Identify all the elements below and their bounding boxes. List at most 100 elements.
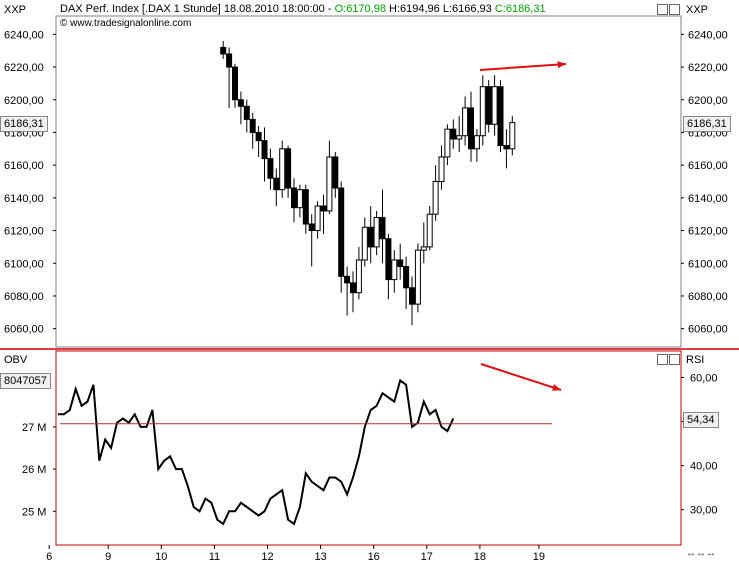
candle — [397, 243, 404, 280]
price-tick-label-left: 6220,00 — [4, 62, 44, 74]
candle — [291, 178, 297, 223]
candle-body — [355, 259, 362, 294]
candle-body — [273, 177, 280, 191]
obv-label: OBV — [4, 354, 28, 366]
restore-icon[interactable] — [657, 4, 668, 15]
candle-body — [385, 238, 392, 281]
x-axis-label: 9 — [105, 551, 111, 563]
candle-body — [509, 122, 516, 150]
arrow-shaft — [480, 363, 562, 391]
indicator-panel-window-buttons — [657, 354, 681, 365]
price-tick-label-left: 6120,00 — [4, 226, 44, 238]
close-icon[interactable] — [669, 4, 680, 15]
candle — [379, 189, 386, 264]
candle — [338, 181, 345, 293]
candle-body — [220, 46, 227, 55]
candle-body — [320, 205, 327, 212]
close-icon[interactable] — [669, 354, 680, 365]
obv-tick-label: 26 M — [22, 464, 46, 476]
rsi-tick-label: 40,00 — [690, 461, 718, 473]
candle — [497, 80, 504, 153]
price-tick-label-right: 6160,00 — [688, 160, 728, 172]
candle-body — [468, 107, 474, 150]
candle-body — [473, 135, 480, 150]
candle-body — [497, 86, 504, 147]
candle-body — [249, 118, 256, 133]
arrow-head — [552, 384, 561, 391]
candle-body — [344, 275, 351, 284]
candle — [285, 145, 292, 198]
scroll-nav-buttons[interactable]: ↔↔↔ — [686, 548, 716, 559]
price-tick-label-right: 6120,00 — [688, 226, 728, 238]
candle — [385, 233, 392, 300]
candle — [361, 217, 368, 267]
price-tick-label-right: 6060,00 — [688, 324, 728, 336]
candle — [267, 148, 274, 190]
candle — [326, 140, 333, 215]
price-tick-label-left: 6080,00 — [4, 291, 44, 303]
candle — [302, 184, 309, 234]
price-tick-label-right: 6100,00 — [688, 258, 728, 270]
watermark: © www.tradesignalonline.com — [60, 18, 191, 29]
watermark-text: © www.tradesignalonline.com — [60, 18, 192, 29]
candle-body — [450, 128, 457, 140]
candle-body — [432, 181, 439, 215]
candle — [491, 75, 498, 136]
price-tick-label-right: 6140,00 — [688, 193, 728, 205]
price-tick-label-right: 6240,00 — [688, 29, 728, 41]
candle — [255, 125, 262, 157]
x-axis-label: 12 — [261, 551, 273, 563]
price-tick-label-left: 6240,00 — [4, 29, 44, 41]
candle — [468, 91, 474, 162]
price-tick-label-left: 6100,00 — [4, 258, 44, 270]
candle-body — [279, 148, 286, 191]
rsi-last-box: 54,34 — [683, 412, 719, 428]
candle-body — [308, 223, 315, 232]
candle-body — [391, 259, 398, 281]
price-trend-arrow — [479, 61, 567, 71]
candle — [273, 168, 280, 207]
candle — [332, 152, 339, 198]
obv-trend-arrow — [480, 363, 562, 391]
candle — [503, 129, 510, 169]
obv-tick-label: 27 M — [22, 422, 46, 434]
candle — [220, 40, 227, 59]
candle — [420, 222, 427, 264]
candle-body — [373, 216, 380, 248]
candle — [426, 206, 433, 251]
candle-body — [267, 158, 274, 179]
restore-icon[interactable] — [657, 354, 668, 365]
candle — [373, 210, 380, 256]
obv-line — [58, 378, 455, 526]
candle-body — [291, 187, 297, 209]
x-axis-label: 6 — [46, 551, 52, 563]
left-symbol-label: XXP — [4, 4, 27, 16]
price-tick-label-left: 6140,00 — [4, 193, 44, 205]
candle-body — [255, 131, 262, 142]
candle-body — [261, 140, 268, 160]
chart-title: DAX Perf. Index [.DAX 1 Stunde] 18.08.20… — [60, 3, 546, 15]
price-tick-label-right: 6080,00 — [688, 291, 728, 303]
candle — [456, 116, 463, 153]
rsi-label: RSI — [686, 354, 705, 366]
candle — [355, 246, 362, 300]
x-axis-label: 16 — [368, 551, 380, 563]
price-tick-label-left: 6200,00 — [4, 95, 44, 107]
candle-body — [314, 205, 321, 232]
last-price-right-box: 6186,31 — [683, 116, 731, 132]
rsi-tick-label: 30,00 — [690, 505, 718, 517]
candle-body — [285, 148, 292, 189]
candle — [479, 75, 486, 146]
price-tick-label-left: 6160,00 — [4, 160, 44, 172]
candle — [350, 271, 356, 313]
candle-body — [232, 66, 238, 101]
candle-body — [296, 189, 303, 209]
instrument-title: DAX Perf. Index [.DAX 1 Stunde] 18.08.20… — [60, 3, 335, 15]
open-value: O:6170,98 — [334, 3, 386, 15]
candle — [314, 201, 321, 239]
candle — [261, 127, 268, 182]
candle — [232, 63, 238, 108]
candle — [344, 266, 351, 316]
x-axis-label: 18 — [474, 551, 486, 563]
